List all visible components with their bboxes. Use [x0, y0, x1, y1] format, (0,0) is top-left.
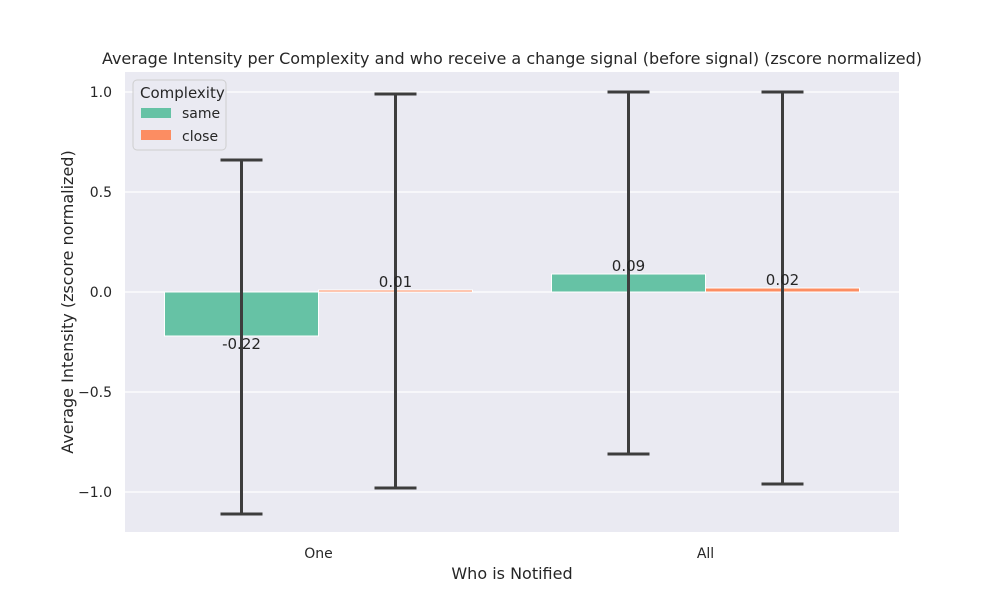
y-tick-labels: −1.0 −0.5 0.0 0.5 1.0 — [78, 85, 112, 501]
y-tick-label: −0.5 — [78, 385, 112, 401]
x-axis-label: Who is Notified — [451, 564, 572, 583]
legend: Complexity same close — [132, 79, 227, 151]
y-tick-label: 1.0 — [90, 85, 112, 101]
legend-swatch-close — [141, 130, 171, 140]
error-bar-same-one — [220, 158, 263, 516]
y-tick-label: −1.0 — [78, 485, 112, 501]
chart-title: Average Intensity per Complexity and who… — [102, 49, 922, 68]
error-bar-same-all — [607, 90, 650, 456]
data-labels: -0.22 0.09 0.01 0.02 — [222, 257, 799, 353]
y-tick-label: 0.0 — [90, 285, 112, 301]
data-label-close-one: 0.01 — [379, 273, 412, 291]
y-axis-label: Average Intensity (zscore normalized) — [58, 150, 77, 453]
y-tick-label: 0.5 — [90, 185, 112, 201]
error-bars — [220, 90, 804, 516]
data-label-close-all: 0.02 — [766, 271, 799, 289]
legend-label-close: close — [182, 129, 218, 145]
legend-title: Complexity — [140, 84, 225, 102]
legend-label-same: same — [182, 106, 220, 122]
data-label-same-one: -0.22 — [222, 335, 261, 353]
x-tick-label: One — [304, 546, 333, 562]
error-bar-close-all — [761, 90, 804, 486]
error-bar-close-one — [374, 92, 417, 490]
legend-swatch-same — [141, 108, 171, 118]
x-tick-label: All — [697, 546, 714, 562]
x-tick-labels: One All — [304, 546, 714, 562]
data-label-same-all: 0.09 — [612, 257, 645, 275]
